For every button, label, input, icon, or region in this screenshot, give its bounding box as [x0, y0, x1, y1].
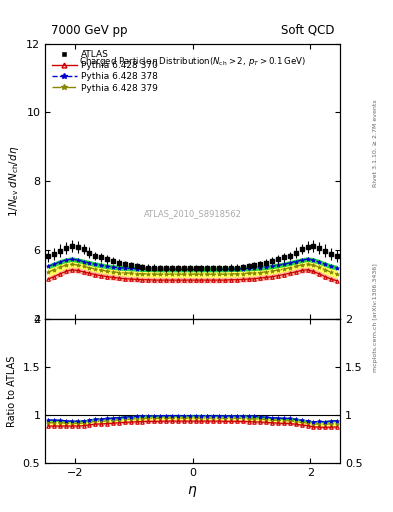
Text: ATLAS_2010_S8918562: ATLAS_2010_S8918562 — [143, 209, 242, 219]
X-axis label: $\eta$: $\eta$ — [187, 484, 198, 499]
Y-axis label: $1/N_\mathrm{ev}\;dN_\mathrm{ch}/d\eta$: $1/N_\mathrm{ev}\;dN_\mathrm{ch}/d\eta$ — [7, 145, 21, 217]
Y-axis label: Ratio to ATLAS: Ratio to ATLAS — [7, 355, 17, 426]
Text: mcplots.cern.ch [arXiv:1306.3436]: mcplots.cern.ch [arXiv:1306.3436] — [373, 263, 378, 372]
Text: 7000 GeV pp: 7000 GeV pp — [51, 24, 128, 37]
Text: Soft QCD: Soft QCD — [281, 24, 334, 37]
Legend: ATLAS, Pythia 6.428 370, Pythia 6.428 378, Pythia 6.428 379: ATLAS, Pythia 6.428 370, Pythia 6.428 37… — [50, 48, 160, 94]
Text: Rivet 3.1.10, ≥ 2.7M events: Rivet 3.1.10, ≥ 2.7M events — [373, 99, 378, 187]
Text: Charged Particle$\,\eta\,$Distribution$(N_\mathrm{ch} > 2,\,p_T > 0.1\,\mathrm{G: Charged Particle$\,\eta\,$Distribution$(… — [79, 54, 306, 68]
